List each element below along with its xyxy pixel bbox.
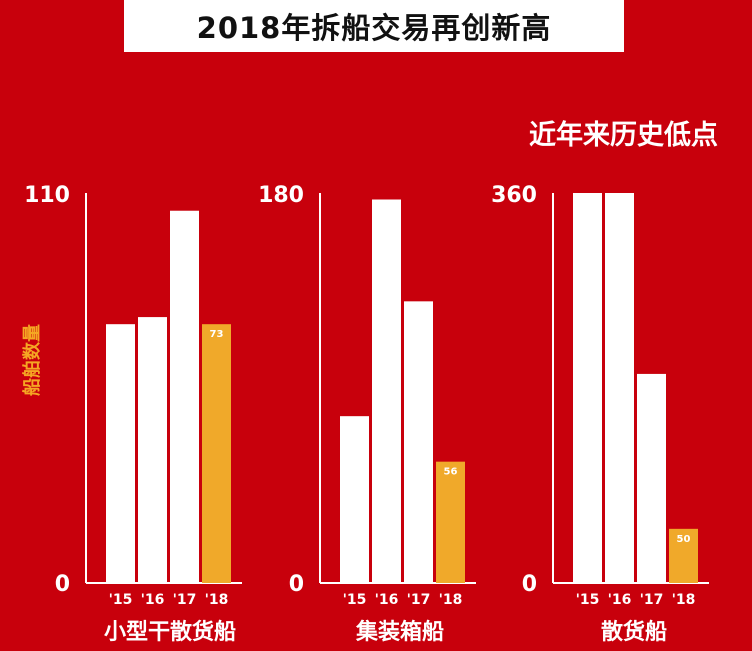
chart-subtitle: 近年来历史低点 xyxy=(529,120,718,151)
chart-title: 2018年拆船交易再创新高 xyxy=(196,11,552,45)
data-label-2-18: 56 xyxy=(444,467,458,478)
bar-1-17 xyxy=(170,210,199,583)
x-tick-3-16: '16 xyxy=(608,592,632,608)
bar-3-17 xyxy=(637,373,666,583)
chart-title-box: 2018年拆船交易再创新高 xyxy=(124,0,624,52)
x-tick-1-18: '18 xyxy=(205,592,229,608)
y-axis-label: 船舶数量 xyxy=(21,324,43,396)
x-tick-3-18: '18 xyxy=(672,592,696,608)
x-tick-3-17: '17 xyxy=(640,592,664,608)
x-tick-2-17: '17 xyxy=(407,592,431,608)
y-tick-max-1: 110 xyxy=(24,183,70,208)
bar-2-15 xyxy=(340,416,369,583)
category-label-3: 散货船 xyxy=(601,619,667,645)
y-tick-min-3: 0 xyxy=(522,572,537,597)
bar-2-16 xyxy=(372,199,401,583)
bar-2-18 xyxy=(436,461,465,583)
bar-3-18 xyxy=(669,528,698,583)
x-tick-2-18: '18 xyxy=(439,592,463,608)
x-tick-2-16: '16 xyxy=(375,592,399,608)
x-tick-2-15: '15 xyxy=(343,592,367,608)
y-tick-max-3: 360 xyxy=(491,183,537,208)
bar-2-17 xyxy=(404,301,433,583)
x-tick-3-15: '15 xyxy=(576,592,600,608)
bar-3-15 xyxy=(573,193,602,583)
x-tick-1-16: '16 xyxy=(141,592,165,608)
data-label-3-18: 50 xyxy=(677,534,691,545)
x-tick-1-17: '17 xyxy=(173,592,197,608)
y-tick-max-2: 180 xyxy=(258,183,304,208)
y-tick-min-1: 0 xyxy=(55,572,70,597)
category-label-1: 小型干散货船 xyxy=(104,619,236,645)
y-tick-min-2: 0 xyxy=(289,572,304,597)
bar-1-18 xyxy=(202,324,231,583)
bar-1-15 xyxy=(106,324,135,583)
x-tick-1-15: '15 xyxy=(109,592,133,608)
category-label-2: 集装箱船 xyxy=(355,619,444,645)
bar-3-16 xyxy=(605,193,634,583)
data-label-1-18: 73 xyxy=(210,329,224,340)
bar-1-16 xyxy=(138,317,167,583)
